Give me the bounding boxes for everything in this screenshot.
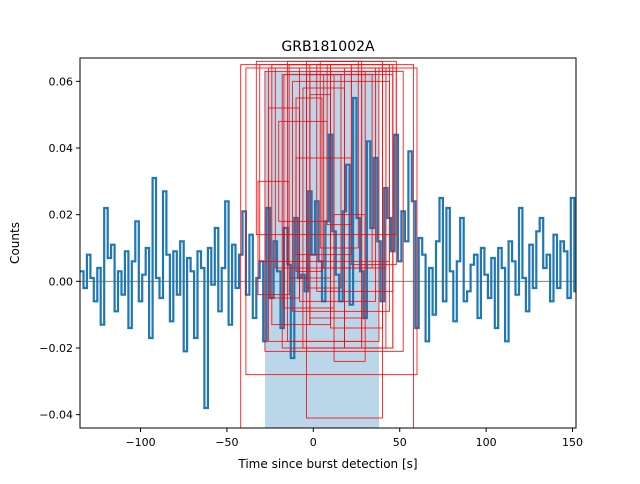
y-tick-label: 0.02: [49, 209, 74, 222]
x-tick-label: 150: [562, 436, 583, 449]
x-tick-label: −100: [125, 436, 155, 449]
y-tick-label: 0.04: [49, 142, 74, 155]
x-tick-label: 0: [310, 436, 317, 449]
y-tick-label: −0.02: [39, 342, 73, 355]
y-axis: −0.04 −0.02 0.00 0.02 0.04 0.06: [39, 75, 80, 422]
y-tick-label: −0.04: [39, 409, 73, 422]
detection-box: [319, 60, 359, 249]
axes-frame: [79, 57, 577, 429]
plot-area: [80, 60, 576, 428]
x-axis-label: Time since burst detection [s]: [237, 457, 417, 471]
detection-box: [295, 97, 323, 272]
y-tick-label: 0.06: [49, 75, 74, 88]
x-tick-label: −50: [215, 436, 238, 449]
x-axis: −100 −50 0 50 100 150: [125, 428, 583, 449]
detection-box: [323, 74, 373, 269]
x-tick-label: 50: [393, 436, 407, 449]
chart-title: GRB181002A: [281, 39, 375, 55]
light-curve-line: [80, 96, 576, 410]
detection-box: [326, 64, 352, 226]
y-tick-label: 0.00: [49, 275, 74, 288]
y-axis-label: Counts: [8, 222, 22, 264]
detection-box: [361, 70, 394, 349]
detection-box: [305, 74, 342, 289]
x-tick-label: 100: [476, 436, 497, 449]
